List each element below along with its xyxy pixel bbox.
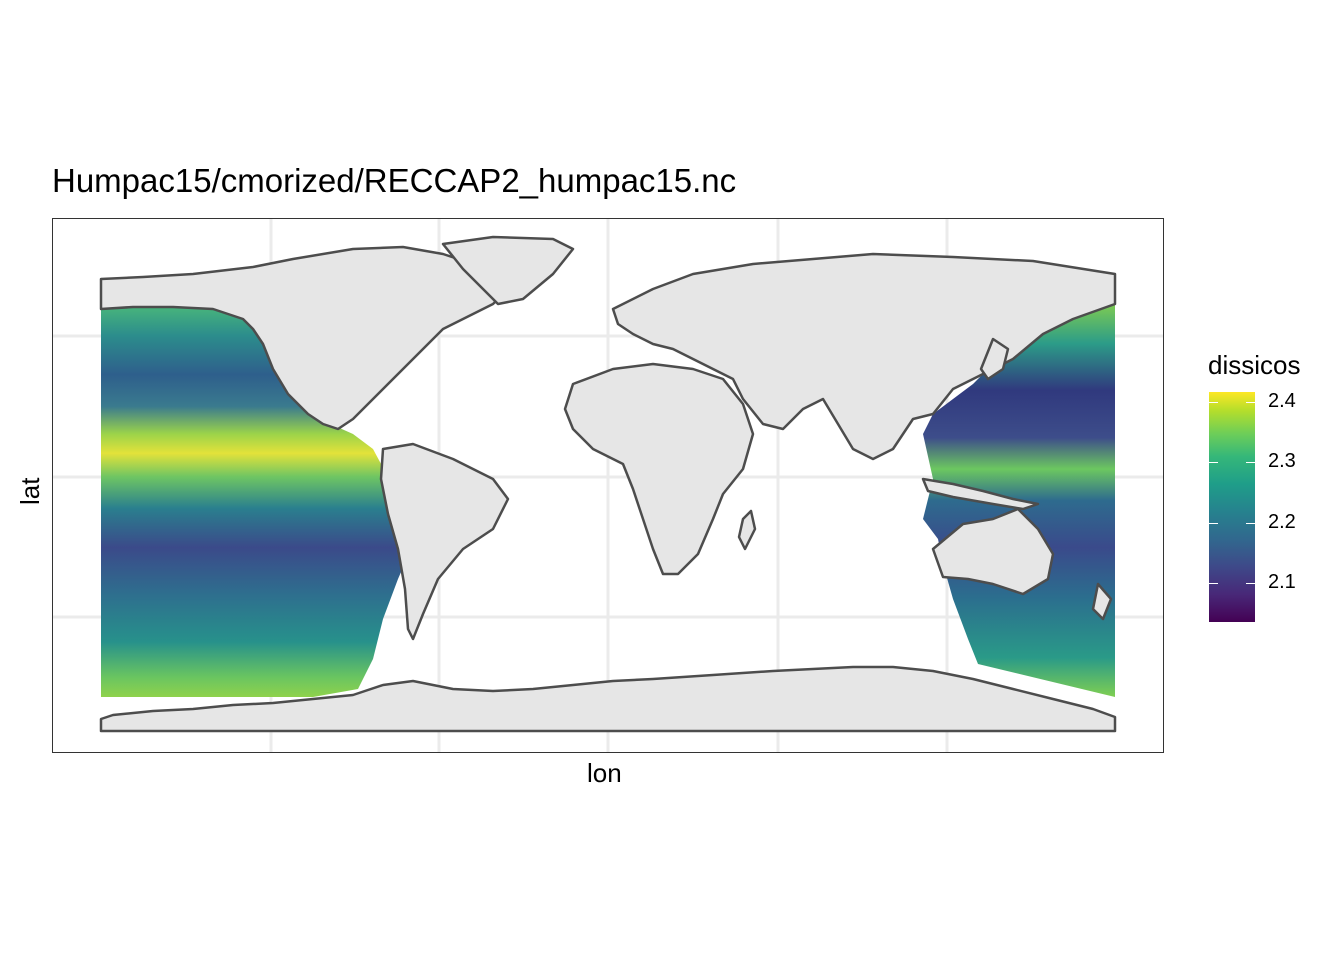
land-greenland [441,235,575,306]
land-eurasia [611,252,1117,461]
land-new-zealand [1091,582,1113,621]
ocean-field-east-pacific [101,304,413,697]
land-antarctica [99,665,1117,733]
legend-tick-mark [1246,523,1255,524]
legend-tick-mark [1246,583,1255,584]
map-panel [52,218,1164,753]
legend-tick-label: 2.2 [1268,511,1296,533]
legend-tick-mark [1246,462,1255,463]
x-axis-label: lon [587,758,622,788]
land-south-america [379,442,510,641]
legend-tick-mark [1209,462,1218,463]
legend-tick-label: 2.1 [1268,571,1296,593]
land-africa [563,362,755,576]
legend-tick-mark [1209,402,1218,403]
land-north-america [99,245,510,431]
legend-tick-mark [1209,523,1218,524]
y-axis-label: lat [15,477,45,505]
legend-tick-label: 2.3 [1268,450,1296,472]
land-masses [99,235,1117,733]
legend-tick-label: 2.4 [1268,390,1296,412]
legend-tick-mark [1209,583,1218,584]
land-japan [979,337,1010,381]
legend-title: dissicos [1208,350,1301,380]
map-canvas [53,219,1163,752]
legend-tick-mark [1246,402,1255,403]
legend-colorbar [1209,392,1255,622]
chart-title: Humpac15/cmorized/RECCAP2_humpac15.nc [52,162,737,199]
land-australia [931,507,1055,596]
land-indonesia [921,477,1040,511]
land-madagascar [737,509,757,551]
